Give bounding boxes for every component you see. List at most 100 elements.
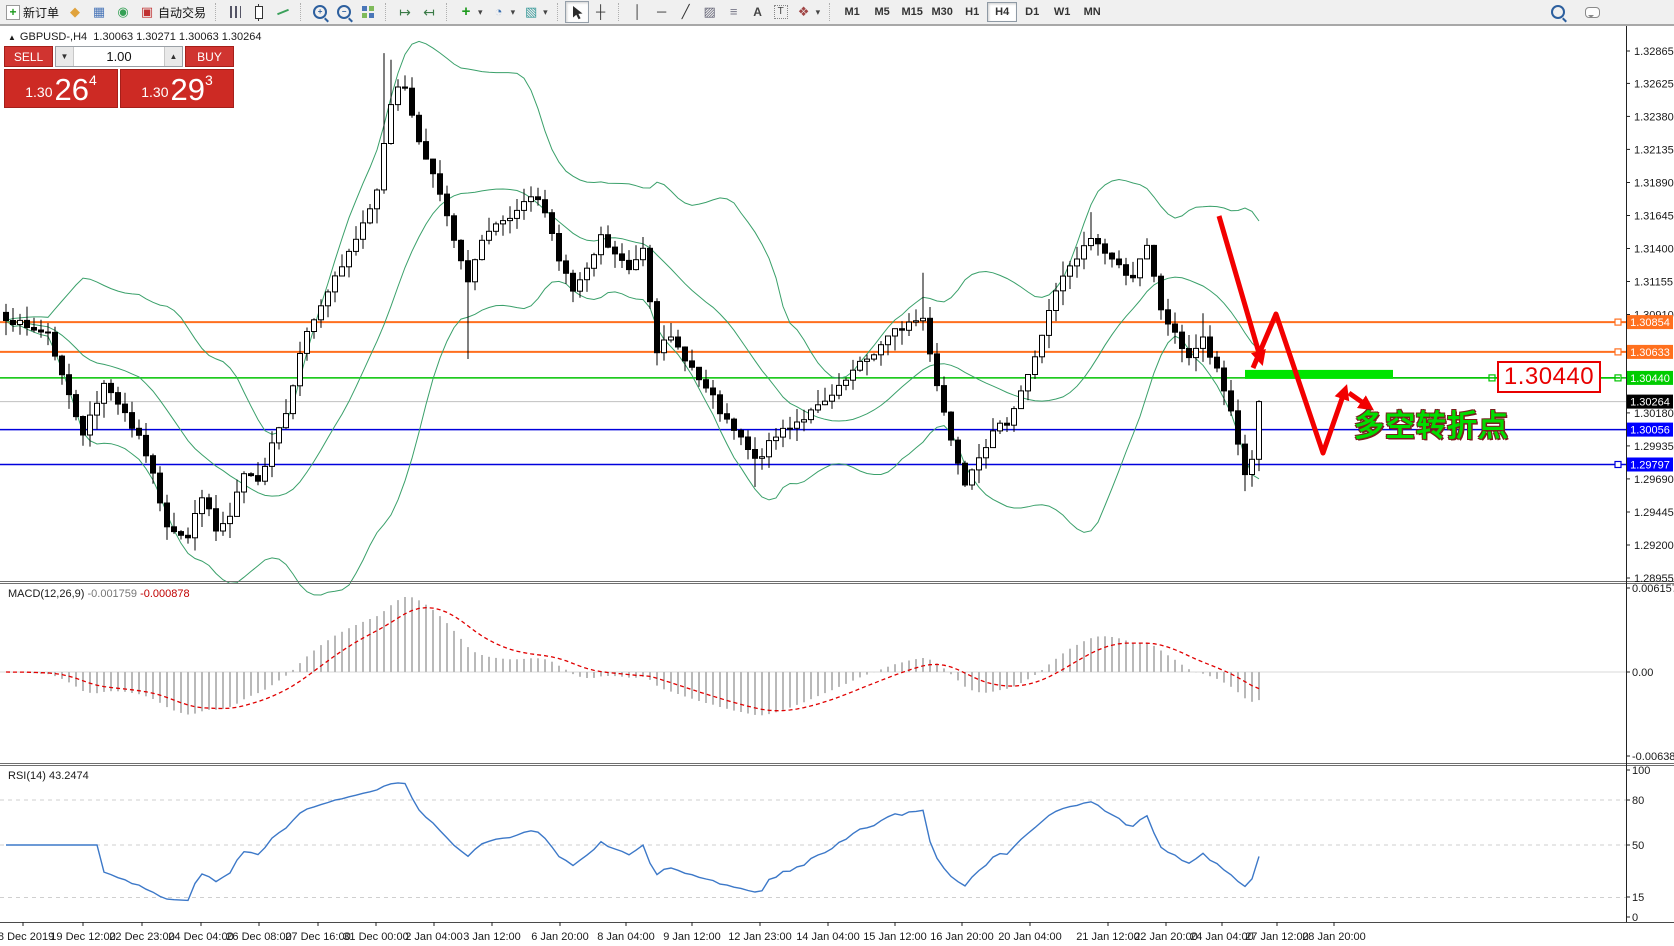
toolbar-button-trendline[interactable]: ╱	[674, 1, 698, 23]
symbol-name: GBPUSD-,H4	[19, 31, 88, 43]
trendline-icon: ╱	[681, 4, 690, 19]
svg-text:24 Jan 04:00: 24 Jan 04:00	[1190, 931, 1254, 943]
timeframe-H4[interactable]: H4	[987, 2, 1018, 22]
dropdown-arrow-icon[interactable]: ▾	[510, 6, 516, 17]
timeframe-W1[interactable]: W1	[1053, 6, 1071, 18]
styles-icon: ◆	[70, 4, 81, 19]
toolbar-button-chat[interactable]	[1580, 1, 1604, 23]
signals-icon: ◉	[117, 4, 129, 19]
toolbar-button-arrows[interactable]: ❖ ▾	[792, 1, 825, 23]
svg-text:1.29797: 1.29797	[1630, 460, 1670, 472]
toolbar-button-horizontal-line[interactable]: ─	[650, 1, 674, 23]
toolbar-button-tile-windows[interactable]	[356, 1, 380, 23]
bar-chart-icon	[227, 4, 243, 20]
svg-text:0.006157: 0.006157	[1632, 583, 1674, 595]
templates-icon: ▧	[524, 4, 538, 19]
toolbar-button-text[interactable]: A	[746, 1, 770, 23]
toolbar-button-styles[interactable]: ◆	[63, 1, 87, 23]
svg-text:12 Jan 23:00: 12 Jan 23:00	[728, 931, 792, 943]
svg-text:19 Dec 12:00: 19 Dec 12:00	[50, 931, 115, 943]
volume-stepper: ▼ 1.00 ▲	[55, 46, 183, 67]
chart-shift-icon: ↤	[423, 4, 435, 20]
turning-point-text-object[interactable]: 多空转折点	[1354, 410, 1509, 443]
collapse-triangle-icon[interactable]: ▲	[8, 33, 16, 42]
price-text-object[interactable]: 1.30440	[1497, 361, 1601, 393]
toolbar-button-new-order[interactable]: + 新订单	[2, 1, 63, 23]
toolbar-button-crosshair[interactable]: ┼	[589, 1, 613, 23]
svg-text:1.29200: 1.29200	[1634, 540, 1674, 552]
svg-text:80: 80	[1632, 795, 1644, 807]
toolbar-group-objects: │ ─ ╱ ▨ ≡ A T ❖ ▾	[626, 1, 825, 23]
toolbar: + 新订单 ◆ ▦ ◉ ▣ 自动交易 + − ↦ ↤ + ▾ ◔ ▾ ▧ ▾ ┼ │ ─ ╱ ▨ ≡ A T ❖ ▾ M1 M5 M15 M…	[0, 0, 1674, 25]
toolbar-group-scroll: ↦ ↤	[393, 1, 441, 23]
cursor-icon	[569, 4, 585, 20]
toolbar-button-signals[interactable]: ◉	[111, 1, 135, 23]
toolbar-button-line-chart[interactable]	[271, 1, 295, 23]
svg-text:1.32380: 1.32380	[1634, 111, 1674, 123]
toolbar-separator	[446, 3, 450, 21]
svg-text:50: 50	[1632, 840, 1644, 852]
timeframe-H1[interactable]: H1	[965, 6, 980, 18]
buy-price-big: 29	[170, 72, 205, 107]
svg-text:1.31645: 1.31645	[1634, 211, 1674, 223]
toolbar-group-timeframes: M1 M5 M15 M30 H1 H4 D1 W1 MN	[837, 2, 1107, 22]
macd-title: MACD(12,26,9)	[8, 588, 85, 600]
toolbar-button-equidistant-channel[interactable]: ▨	[698, 1, 722, 23]
toolbar-button-candlestick-chart[interactable]	[247, 1, 271, 23]
toolbar-button-cursor[interactable]	[564, 1, 589, 23]
svg-text:1.32625: 1.32625	[1634, 78, 1674, 90]
dropdown-arrow-icon[interactable]: ▾	[478, 6, 483, 17]
svg-text:14 Jan 04:00: 14 Jan 04:00	[796, 931, 860, 943]
timeframe-M5[interactable]: M5	[874, 6, 890, 18]
toolbar-button-search[interactable]	[1546, 1, 1570, 23]
svg-text:1.32135: 1.32135	[1634, 144, 1674, 156]
svg-text:1.28955: 1.28955	[1634, 573, 1674, 585]
crosshair-icon: ┼	[596, 4, 606, 19]
svg-text:18 Dec 2019: 18 Dec 2019	[0, 931, 54, 943]
toolbar-button-text-label[interactable]: T	[770, 1, 792, 23]
svg-text:1.31400: 1.31400	[1634, 244, 1674, 256]
buy-button[interactable]: BUY	[185, 46, 234, 67]
toolbar-button-periods[interactable]: ◔ ▾	[487, 1, 520, 23]
svg-text:1.30440: 1.30440	[1630, 373, 1670, 385]
timeframe-D1[interactable]: D1	[1025, 6, 1040, 18]
toolbar-button-bar-chart[interactable]	[223, 1, 247, 23]
toolbar-group-chart-type	[223, 1, 295, 23]
volume-decrease-button[interactable]: ▼	[56, 47, 73, 66]
toolbar-button-auto-scroll[interactable]: ↦	[393, 1, 417, 23]
timeframe-M1[interactable]: M1	[844, 6, 860, 18]
buy-price-box[interactable]: 1.30 29 3	[120, 69, 234, 108]
svg-text:3 Jan 12:00: 3 Jan 12:00	[463, 931, 521, 943]
toolbar-button-zoom-out[interactable]: −	[332, 1, 356, 23]
toolbar-button-templates[interactable]: ▧ ▾	[519, 1, 552, 23]
timeframe-MN[interactable]: MN	[1083, 6, 1101, 18]
toolbar-button-indicators[interactable]: + ▾	[454, 1, 487, 23]
sell-price-small: 1.30	[25, 84, 53, 100]
svg-text:0: 0	[1632, 912, 1638, 924]
macd-main-value: -0.001759	[87, 588, 138, 600]
svg-text:0.00: 0.00	[1632, 667, 1653, 679]
toolbar-button-zoom-in[interactable]: +	[308, 1, 332, 23]
timeframe-M30[interactable]: M30	[931, 6, 953, 18]
toolbar-button-chart-shift[interactable]: ↤	[417, 1, 441, 23]
dropdown-arrow-icon[interactable]: ▾	[543, 6, 548, 17]
symbol-ohlc: 1.30063 1.30271 1.30063 1.30264	[93, 31, 262, 43]
toolbar-button-charts-window[interactable]: ▦	[87, 1, 111, 23]
toolbar-button-auto-trading[interactable]: ▣ 自动交易	[140, 4, 207, 20]
timeframe-M15[interactable]: M15	[901, 6, 923, 18]
dropdown-arrow-icon[interactable]: ▾	[815, 6, 821, 17]
volume-input[interactable]: 1.00	[73, 47, 165, 66]
sell-price-box[interactable]: 1.30 26 4	[4, 69, 118, 108]
candlestick-icon	[251, 3, 267, 21]
svg-text:24 Dec 04:00: 24 Dec 04:00	[168, 931, 233, 943]
toolbar-separator	[385, 3, 389, 21]
sell-button[interactable]: SELL	[4, 46, 53, 67]
toolbar-button-vertical-line[interactable]: │	[626, 1, 650, 23]
svg-text:9 Jan 12:00: 9 Jan 12:00	[663, 931, 721, 943]
volume-increase-button[interactable]: ▲	[165, 47, 182, 66]
svg-text:26 Dec 08:00: 26 Dec 08:00	[226, 931, 291, 943]
zoom-out-icon: −	[336, 4, 352, 20]
sell-price-big: 26	[54, 72, 89, 107]
toolbar-button-fibonacci[interactable]: ≡	[722, 1, 746, 23]
